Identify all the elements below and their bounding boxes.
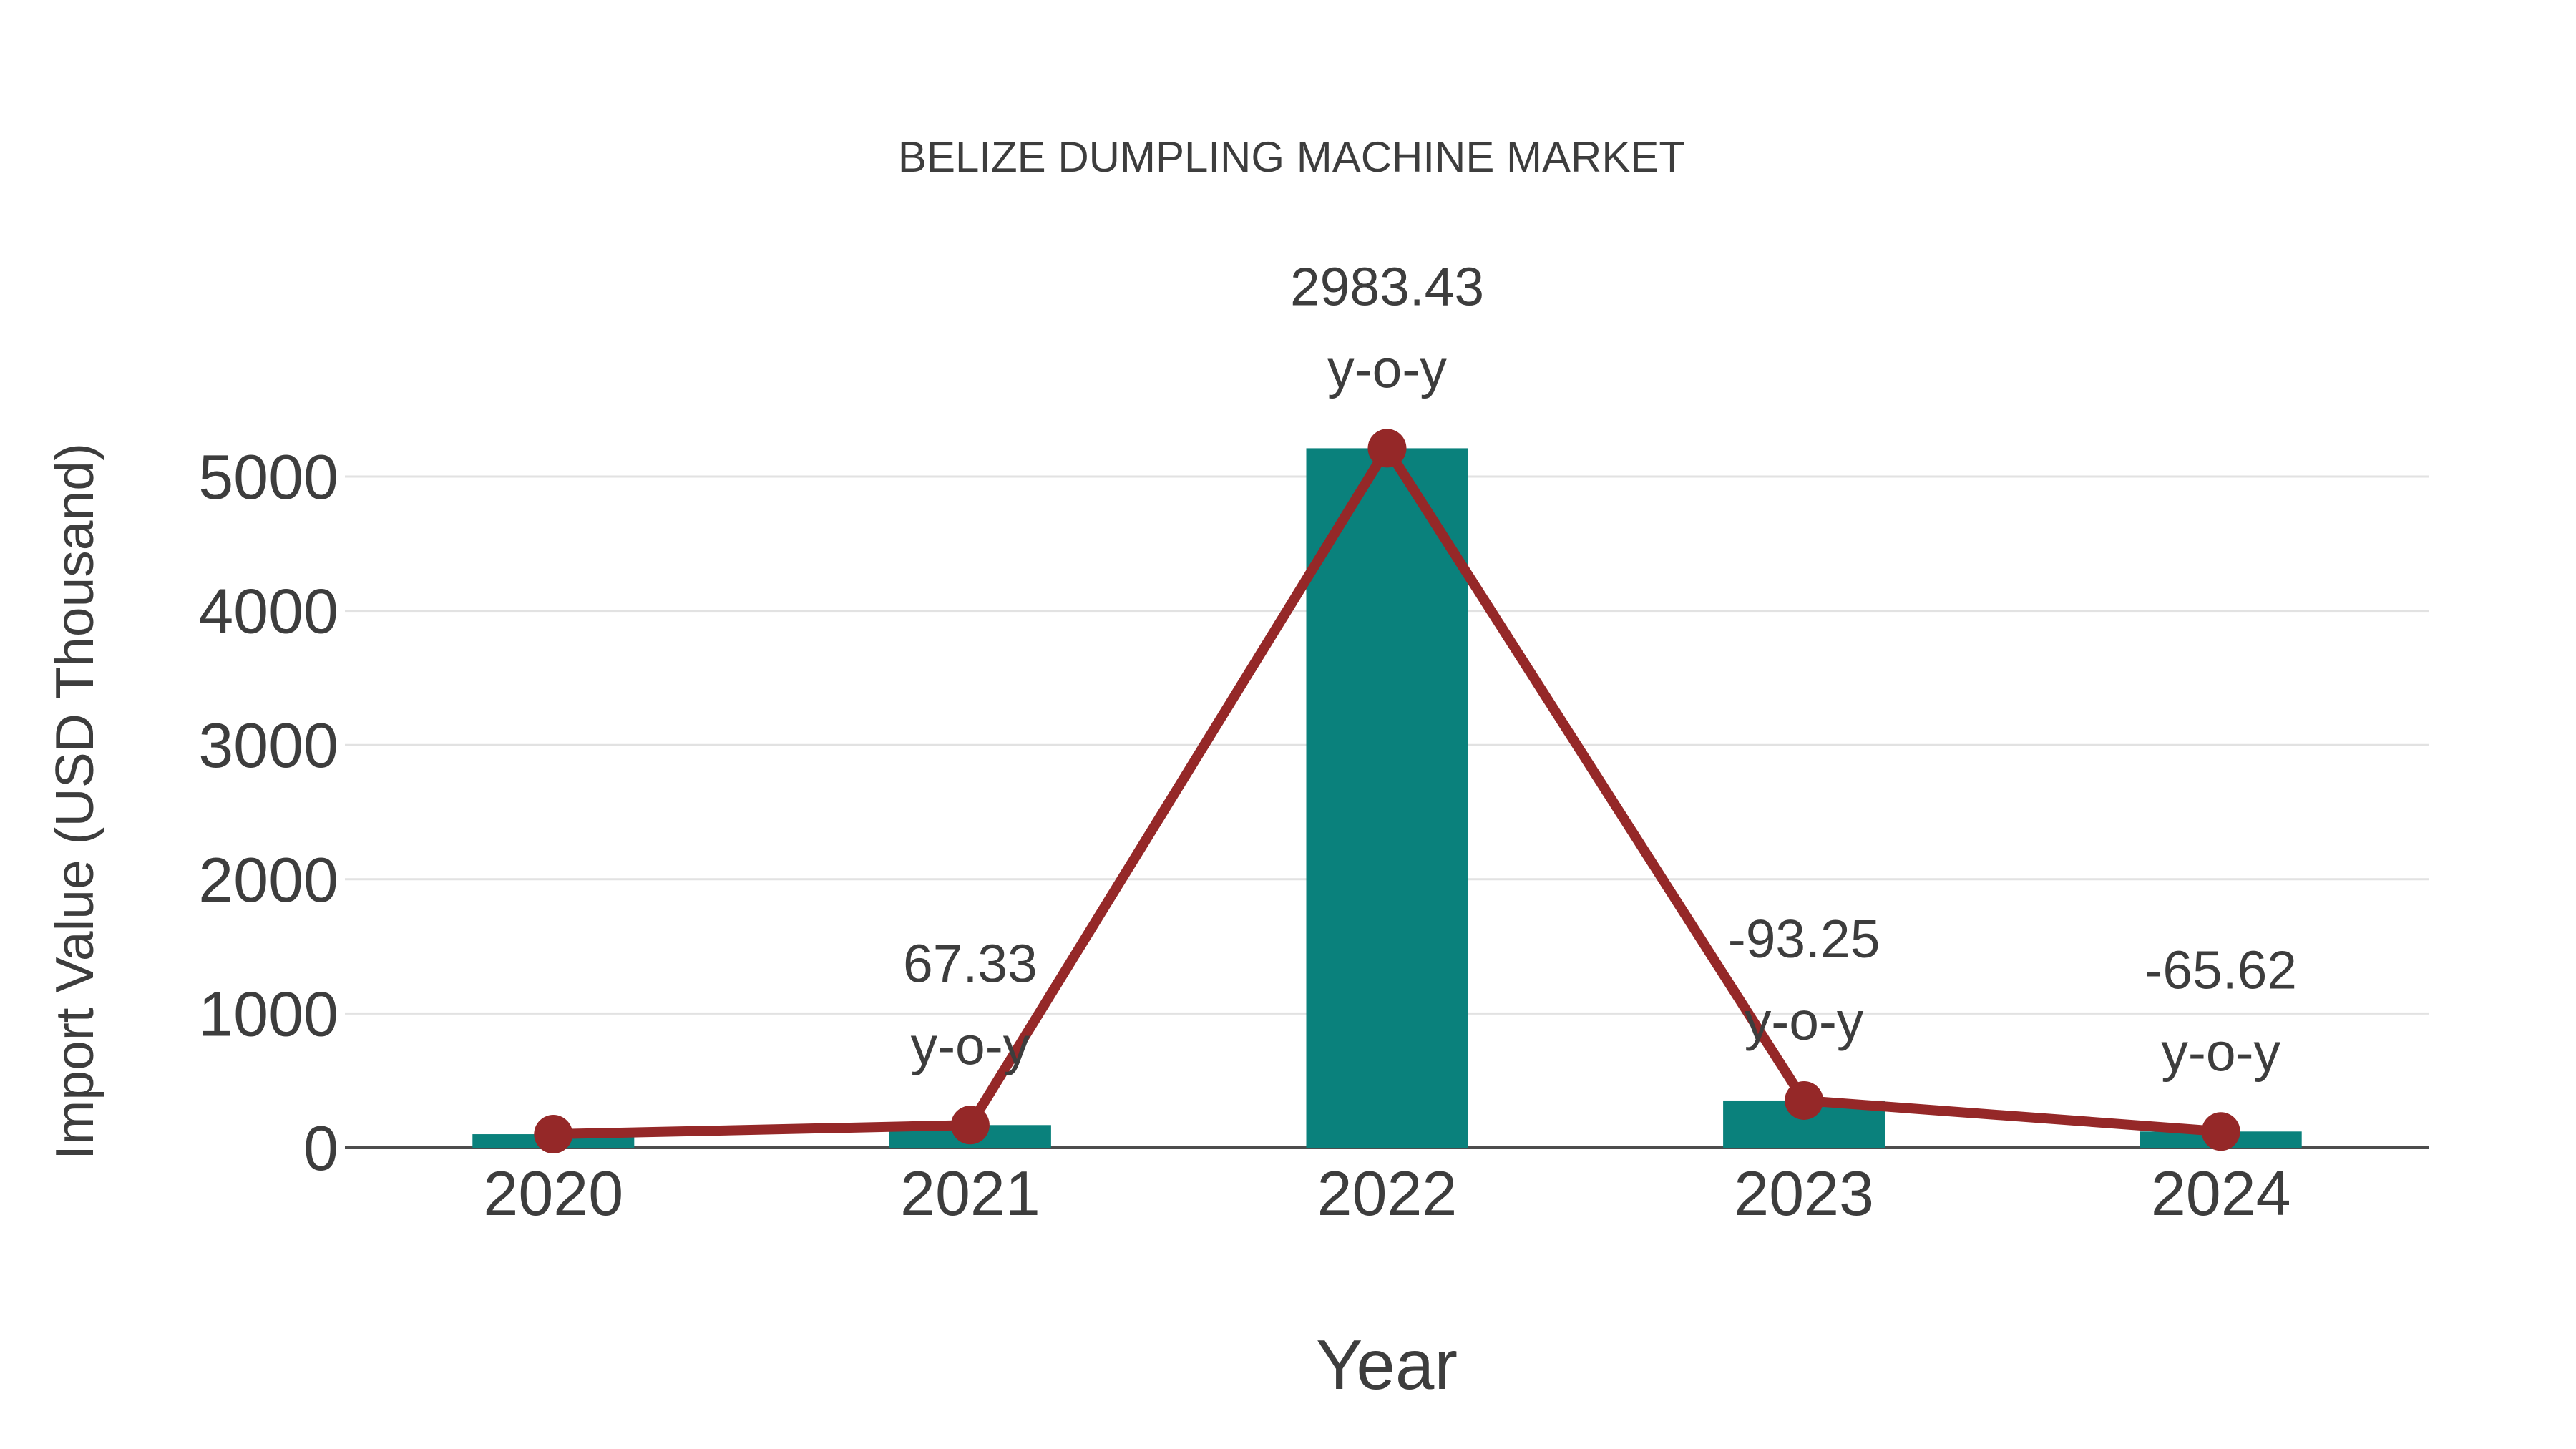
annotation-label-2023: y-o-y — [1745, 991, 1864, 1051]
annotation-label-2024: y-o-y — [2161, 1022, 2280, 1082]
x-axis-label: Year — [1316, 1325, 1458, 1404]
x-tick-label-2024: 2024 — [2151, 1158, 2291, 1229]
marker-2020 — [534, 1115, 573, 1154]
x-tick-label-2022: 2022 — [1317, 1158, 1458, 1229]
x-tick-labels: 2020 2021 2022 2023 2024 — [483, 1158, 2290, 1229]
annotation-value-2022: 2983.43 — [1290, 256, 1484, 316]
marker-2023 — [1785, 1080, 1824, 1120]
marker-2021 — [950, 1106, 990, 1145]
marker-2024 — [2201, 1112, 2240, 1151]
y-tick-label-3000: 3000 — [198, 710, 338, 781]
y-tick-label-0: 0 — [303, 1113, 338, 1184]
trend — [534, 429, 2240, 1154]
x-tick-label-2021: 2021 — [900, 1158, 1040, 1229]
y-tick-label-1000: 1000 — [198, 978, 338, 1049]
chart-title: BELIZE DUMPLING MACHINE MARKET — [898, 133, 1685, 181]
y-tick-label-4000: 4000 — [198, 576, 338, 647]
annotation-label-2021: y-o-y — [911, 1015, 1030, 1075]
annotation-value-2021: 67.33 — [903, 933, 1038, 993]
x-tick-label-2023: 2023 — [1734, 1158, 1874, 1229]
annotation-value-2023: -93.25 — [1728, 909, 1880, 969]
annotation-value-2024: -65.62 — [2145, 940, 2297, 1000]
y-tick-label-5000: 5000 — [198, 441, 338, 512]
bar-2022 — [1306, 448, 1468, 1148]
bars — [472, 448, 2302, 1148]
y-tick-label-2000: 2000 — [198, 844, 338, 915]
y-tick-labels: 0 1000 2000 3000 4000 5000 — [198, 441, 338, 1184]
annotations: 67.33 y-o-y 2983.43 y-o-y -93.25 y-o-y -65.62 y… — [903, 256, 2297, 1082]
y-axis-label: Import Value (USD Thousand) — [44, 443, 104, 1160]
annotation-label-2022: y-o-y — [1327, 338, 1447, 399]
marker-2022 — [1367, 429, 1407, 468]
x-tick-label-2020: 2020 — [483, 1158, 623, 1229]
